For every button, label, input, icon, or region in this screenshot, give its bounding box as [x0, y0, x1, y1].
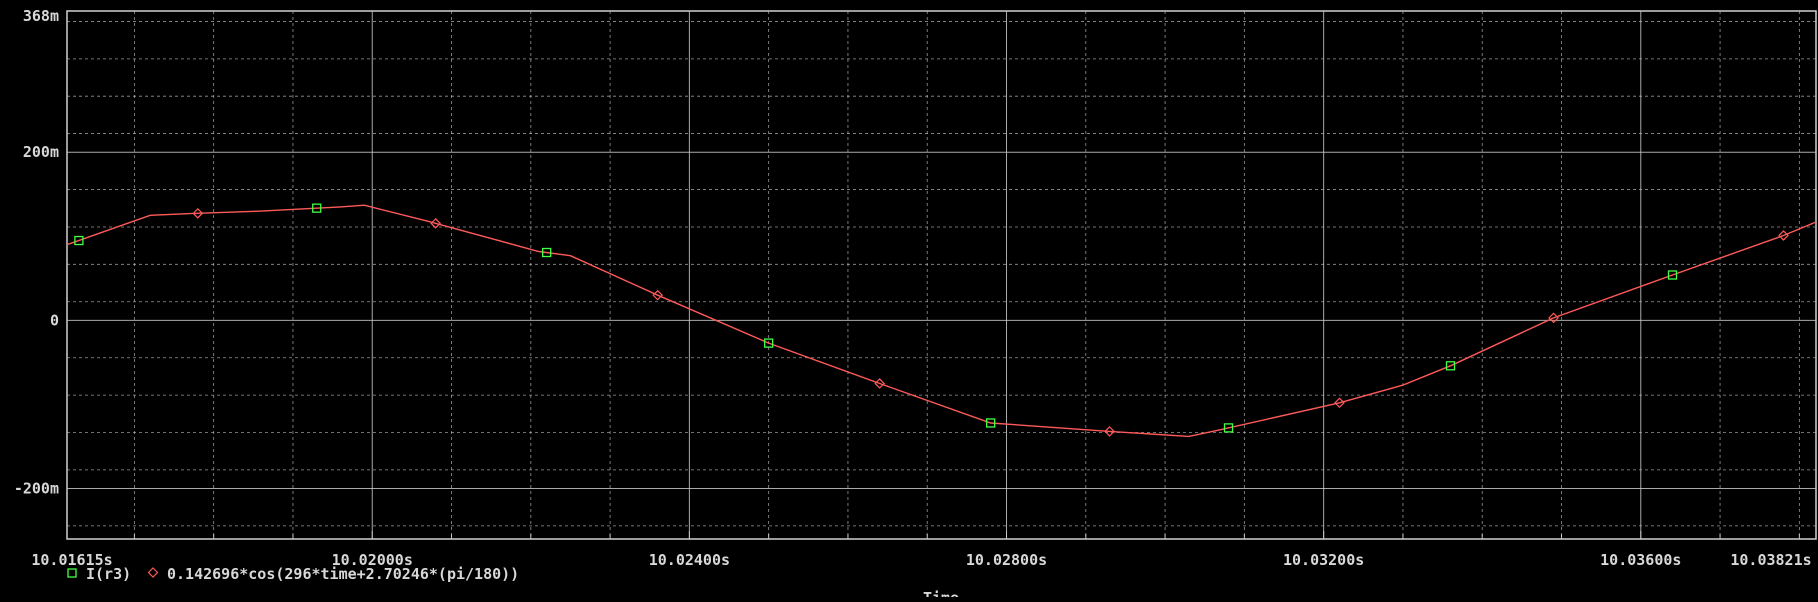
traces [66, 204, 1817, 438]
trace-marker-square [1445, 361, 1456, 371]
x-tick-label: 10.02000s [332, 551, 413, 569]
trace-marker-diamond [430, 218, 442, 229]
x-tick-label: 10.03200s [1283, 551, 1364, 569]
trace-marker-square [1667, 270, 1678, 280]
trace-marker-diamond [652, 289, 664, 301]
legend-marker-square [67, 568, 77, 578]
x-tick-label: 10.02400s [649, 551, 730, 569]
trace-marker-square [986, 418, 996, 428]
trace-marker-diamond [874, 378, 886, 389]
x-tick-label: 10.01615s [31, 551, 112, 569]
legend-label-cos-expression: 0.142696*cos(296*time+2.70246*(pi/180)) [167, 565, 519, 583]
trace-marker-square [542, 247, 552, 258]
x-tick-label: 10.03821s [1730, 551, 1811, 569]
grid-lines [67, 11, 1816, 539]
legend: I(r3) 0.142696*cos(296*time+2.70246*(pi/1… [67, 565, 519, 583]
y-tick-label: 200m [23, 143, 59, 161]
x-axis-title: Time [923, 589, 959, 597]
trace-markers [74, 203, 1789, 437]
trace-marker-square [1223, 423, 1234, 433]
trace-marker-square [312, 203, 322, 213]
trace-marker-diamond [1334, 397, 1345, 409]
y-tick-label: -200m [14, 480, 59, 498]
trace-marker-diamond [1104, 426, 1115, 437]
y-tick-label: 368m [23, 7, 59, 25]
legend-marker-diamond [147, 567, 159, 578]
x-tick-label: 10.03600s [1600, 551, 1681, 569]
plot-area [66, 10, 1817, 540]
legend-label-i-r3: I(r3) [86, 565, 131, 583]
x-tick-label: 10.02800s [966, 551, 1047, 569]
x-axis-labels: 10.01615s 10.02000s 10.02400s 10.02800s 10.0… [31, 551, 1811, 569]
tick-marks [133, 531, 1800, 539]
trace-marker-diamond [1778, 230, 1789, 241]
trace-line-i-r3 [66, 204, 1817, 438]
y-axis-labels: 368m 200m 0 -200m [14, 7, 59, 498]
trace-marker-diamond [192, 207, 204, 219]
trace-marker-diamond [1548, 312, 1559, 324]
trace-marker-square [74, 235, 84, 246]
trace-marker-square [764, 338, 774, 348]
y-tick-label: 0 [50, 311, 59, 329]
